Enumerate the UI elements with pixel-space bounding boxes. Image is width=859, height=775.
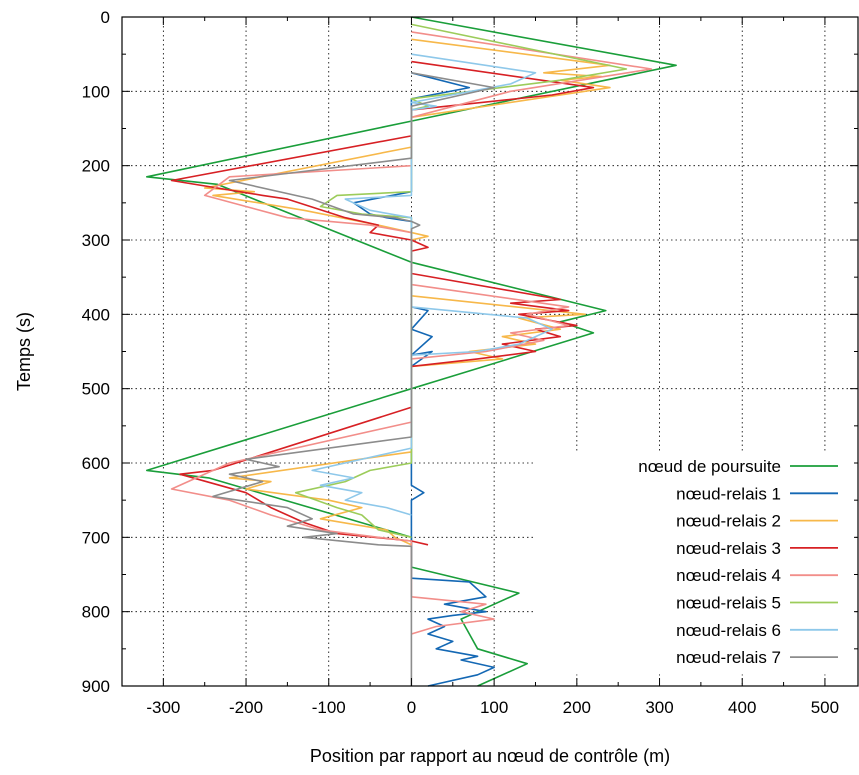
legend-label-1: nœud de poursuite [638,457,781,476]
series-line-7 [311,53,553,516]
y-tick-label: 500 [82,380,110,399]
ticks [121,16,858,687]
series-line-1 [146,16,677,687]
legend-label-6: nœud-relais 5 [676,594,781,613]
legend-label-3: nœud-relais 2 [676,512,781,531]
x-axis-label: Position par rapport au nœud de contrôle… [310,746,670,766]
tick-labels: -300 -200 -100 0 100 200 300 400 500 0 100 200 300 40… [82,8,839,717]
y-tick-label: 300 [82,231,110,250]
y-tick-label: 800 [82,603,110,622]
legend-background [535,452,854,675]
legend-label-7: nœud-relais 6 [676,621,781,640]
legend-label-5: nœud-relais 4 [676,566,781,585]
legend-label-2: nœud-relais 1 [676,484,781,503]
y-tick-label: 100 [82,82,110,101]
x-tick-label: -200 [229,698,263,717]
series-line-2 [352,72,495,687]
series-line-4 [170,60,595,546]
series-line-8 [212,72,495,686]
y-tick-label: 700 [82,528,110,547]
x-tick-label: 500 [811,698,839,717]
y-tick-label: 600 [82,454,110,473]
series-group [146,16,677,687]
y-tick-label: 0 [101,8,110,27]
legend: nœud de poursuite nœud-relais 1 nœud-relai… [535,452,854,675]
x-tick-label: 400 [728,698,756,717]
y-axis-label: Temps (s) [14,312,34,391]
x-tick-label: 300 [645,698,673,717]
x-tick-label: -100 [312,698,346,717]
y-tick-label: 200 [82,157,110,176]
x-tick-label: -300 [146,698,180,717]
legend-label-8: nœud-relais 7 [676,648,781,667]
x-tick-label: 0 [407,698,416,717]
x-tick-label: 100 [480,698,508,717]
series-line-3 [203,38,611,546]
y-tick-label: 400 [82,305,110,324]
legend-label-4: nœud-relais 3 [676,539,781,558]
y-tick-label: 900 [82,677,110,696]
x-tick-label: 200 [563,698,591,717]
